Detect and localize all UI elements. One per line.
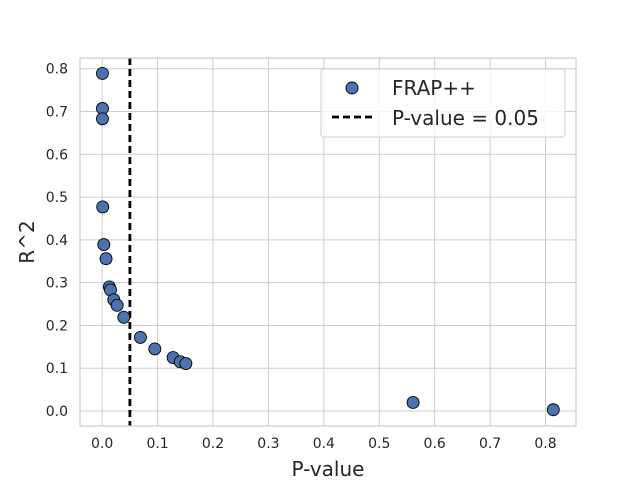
- legend-box: [320, 68, 566, 138]
- legend-marker-frap: [345, 81, 359, 95]
- y-tick-label: 0.5: [46, 190, 68, 206]
- x-tick-label: 0.6: [424, 436, 446, 452]
- y-tick-label: 0.6: [46, 147, 68, 163]
- y-tick-label: 0.8: [46, 62, 68, 78]
- y-tick-label: 0.7: [46, 104, 68, 120]
- x-tick-label: 0.5: [368, 436, 390, 452]
- legend: FRAP++ P-value = 0.05: [320, 68, 566, 138]
- x-tick-label: 0.8: [534, 436, 556, 452]
- y-tick-labels: 0.0 0.1 0.2 0.3 0.4 0.5 0.6 0.7 0.8: [46, 62, 68, 420]
- x-tick-label: 0.1: [146, 436, 168, 452]
- data-point: [117, 310, 131, 324]
- y-axis-title: R^2: [15, 220, 39, 263]
- x-tick-label: 0.4: [313, 436, 335, 452]
- data-point: [133, 330, 147, 344]
- y-tick-label: 0.4: [46, 233, 68, 249]
- data-points: [95, 66, 560, 417]
- data-point: [110, 298, 124, 312]
- data-point: [406, 396, 420, 409]
- data-point: [148, 342, 162, 356]
- x-tick-label: 0.3: [257, 436, 279, 452]
- y-tick-label: 0.1: [46, 361, 68, 377]
- x-tick-labels: 0.0 0.1 0.2 0.3 0.4 0.5 0.6 0.7 0.8: [91, 436, 557, 452]
- data-point: [99, 252, 113, 266]
- x-axis-title: P-value: [292, 457, 365, 480]
- y-tick-label: 0.0: [46, 404, 68, 420]
- x-tick-label: 0.2: [202, 436, 224, 452]
- data-point: [546, 403, 560, 417]
- legend-label-pvalue: P-value = 0.05: [392, 106, 539, 130]
- y-tick-label: 0.3: [46, 276, 68, 292]
- legend-label-frap: FRAP++: [392, 76, 476, 100]
- y-tick-label: 0.2: [46, 318, 68, 334]
- x-tick-label: 0.0: [91, 436, 113, 452]
- data-point: [96, 200, 110, 214]
- data-point: [97, 238, 111, 252]
- data-point: [95, 66, 109, 80]
- plot-frame: [79, 57, 577, 427]
- data-point: [179, 357, 193, 370]
- data-point: [95, 112, 109, 126]
- x-tick-label: 0.7: [479, 436, 501, 452]
